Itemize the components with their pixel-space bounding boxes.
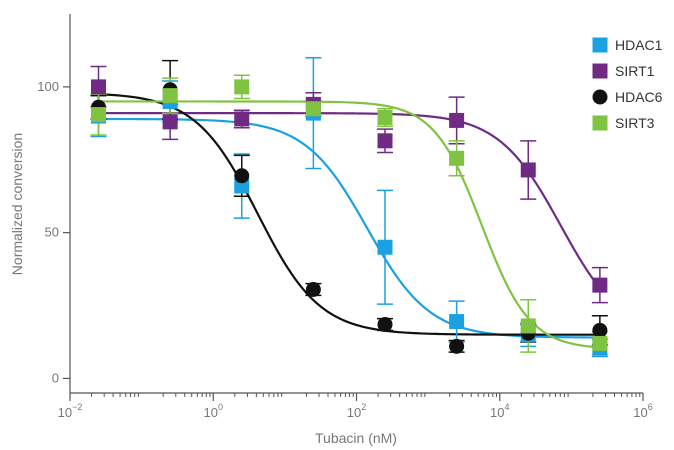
legend-marker-hdac1	[592, 37, 608, 53]
data-point-hdac1	[377, 239, 393, 255]
y-tick-label: 0	[52, 370, 59, 385]
data-point-sirt1	[377, 133, 393, 149]
x-tick-label: 106	[633, 402, 652, 420]
data-point-hdac6	[592, 322, 608, 338]
data-points	[91, 79, 608, 356]
legend-marker-sirt3	[592, 115, 608, 131]
x-tick-base: 10	[347, 405, 361, 420]
data-point-sirt1	[234, 111, 250, 127]
legend-label: SIRT3	[615, 115, 655, 131]
data-point-sirt3	[305, 101, 321, 117]
legend-label: HDAC1	[615, 37, 663, 53]
x-ticks: 10−2 100 102 104 106	[58, 393, 653, 420]
data-point-sirt3	[234, 79, 250, 95]
data-point-sirt3	[520, 318, 536, 334]
x-tick-base: 10	[58, 405, 72, 420]
data-point-hdac6	[449, 338, 465, 354]
legend: HDAC1 SIRT1 HDAC6 SIRT3	[592, 37, 663, 131]
x-tick-base: 10	[204, 405, 218, 420]
data-point-hdac6	[377, 316, 393, 332]
legend-label: HDAC6	[615, 89, 663, 105]
y-tick-label: 100	[37, 79, 59, 94]
data-point-sirt1	[162, 114, 178, 130]
x-tick-label: 100	[204, 402, 223, 420]
data-point-hdac1	[449, 314, 465, 330]
fit-curves	[98, 93, 601, 349]
fit-curve-hdac6	[98, 93, 600, 336]
data-point-sirt3	[449, 150, 465, 166]
data-point-sirt3	[91, 107, 107, 123]
y-ticks: 0 50 100	[37, 79, 70, 385]
fit-curve-hdac1	[98, 117, 600, 339]
x-tick-exponent: 6	[648, 402, 653, 412]
x-tick-exponent: 4	[504, 402, 509, 412]
y-tick-label: 50	[45, 225, 59, 240]
data-point-sirt3	[162, 88, 178, 104]
data-point-sirt3	[592, 335, 608, 351]
data-point-hdac6	[305, 282, 321, 298]
data-point-sirt3	[377, 109, 393, 125]
x-tick-base: 10	[633, 405, 647, 420]
x-tick-label: 104	[490, 402, 509, 420]
x-tick-exponent: −2	[72, 402, 82, 412]
data-point-sirt1	[520, 162, 536, 178]
legend-label: SIRT1	[615, 63, 655, 79]
x-axis-title: Tubacin (nM)	[315, 430, 397, 446]
data-point-hdac6	[234, 168, 250, 184]
legend-marker-sirt1	[592, 63, 608, 79]
fit-curve-sirt3	[98, 100, 600, 349]
x-tick-base: 10	[490, 405, 504, 420]
x-tick-label: 102	[347, 402, 366, 420]
x-tick-exponent: 2	[361, 402, 366, 412]
data-point-sirt1	[91, 79, 107, 95]
x-tick-label: 10−2	[58, 402, 83, 420]
y-axis-title: Normalized conversion	[9, 133, 25, 275]
data-point-sirt1	[449, 112, 465, 128]
legend-marker-hdac6	[592, 89, 608, 105]
data-point-sirt1	[592, 277, 608, 293]
x-tick-exponent: 0	[218, 402, 223, 412]
